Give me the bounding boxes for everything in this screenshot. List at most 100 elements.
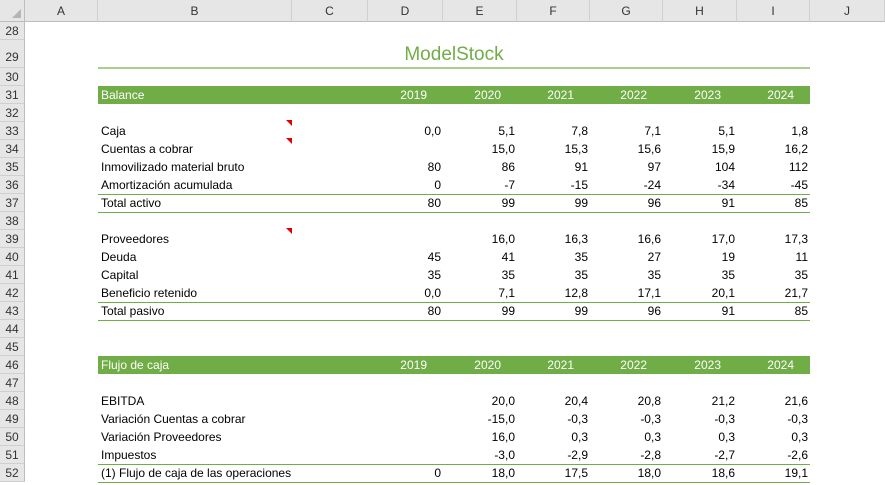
column-header-C[interactable]: C xyxy=(292,0,368,22)
value-cell[interactable]: 99 xyxy=(501,196,515,210)
row-header-40[interactable]: 40 xyxy=(0,248,25,266)
row-label[interactable]: Deuda xyxy=(101,250,137,264)
value-cell[interactable]: 15,9 xyxy=(711,142,735,156)
row-label[interactable]: (1) Flujo de caja de las operaciones xyxy=(101,466,292,480)
value-cell[interactable]: 7,8 xyxy=(571,124,588,138)
value-cell[interactable]: 99 xyxy=(574,196,588,210)
value-cell[interactable]: 96 xyxy=(647,196,661,210)
row-label[interactable]: Beneficio retenido xyxy=(101,286,198,300)
row-header-49[interactable]: 49 xyxy=(0,410,25,428)
row-header-44[interactable]: 44 xyxy=(0,320,25,338)
value-cell[interactable]: 5,1 xyxy=(498,124,515,138)
row-label[interactable]: Variación Cuentas a cobrar xyxy=(101,412,246,426)
value-cell[interactable]: 16,6 xyxy=(637,232,661,246)
row-header-30[interactable]: 30 xyxy=(0,68,25,86)
value-cell[interactable]: 5,1 xyxy=(718,124,735,138)
value-cell[interactable]: 91 xyxy=(574,160,588,174)
row-header-39[interactable]: 39 xyxy=(0,230,25,248)
value-cell[interactable]: 12,8 xyxy=(564,286,588,300)
value-cell[interactable]: -2,6 xyxy=(787,448,808,462)
row-header-28[interactable]: 28 xyxy=(0,22,25,40)
value-cell[interactable]: 17,0 xyxy=(711,232,735,246)
column-header-E[interactable]: E xyxy=(443,0,517,22)
comment-indicator-icon[interactable] xyxy=(286,228,292,234)
row-header-41[interactable]: 41 xyxy=(0,266,25,284)
row-header-34[interactable]: 34 xyxy=(0,140,25,158)
value-cell[interactable]: -0,3 xyxy=(714,412,735,426)
value-cell[interactable]: -15,0 xyxy=(487,412,515,426)
value-cell[interactable]: 97 xyxy=(647,160,661,174)
row-label[interactable]: Cuentas a cobrar xyxy=(101,142,194,156)
value-cell[interactable]: 15,3 xyxy=(564,142,588,156)
value-cell[interactable]: -2,7 xyxy=(714,448,735,462)
row-header-50[interactable]: 50 xyxy=(0,428,25,446)
value-cell[interactable]: 1,8 xyxy=(791,124,808,138)
row-label[interactable]: Amortización acumulada xyxy=(101,178,233,192)
row-header-33[interactable]: 33 xyxy=(0,122,25,140)
value-cell[interactable]: 0,0 xyxy=(424,286,441,300)
value-cell[interactable]: 35 xyxy=(721,268,735,282)
value-cell[interactable]: 35 xyxy=(574,250,588,264)
value-cell[interactable]: 18,0 xyxy=(491,466,515,480)
value-cell[interactable]: 80 xyxy=(427,196,441,210)
value-cell[interactable]: 0,3 xyxy=(718,430,735,444)
value-cell[interactable]: 19 xyxy=(721,250,735,264)
value-cell[interactable]: 11 xyxy=(795,250,808,264)
row-header-45[interactable]: 45 xyxy=(0,338,25,356)
value-cell[interactable]: 35 xyxy=(794,268,808,282)
row-label[interactable]: Capital xyxy=(101,268,139,282)
value-cell[interactable]: 21,2 xyxy=(711,394,735,408)
value-cell[interactable]: 17,5 xyxy=(564,466,588,480)
value-cell[interactable] xyxy=(368,140,443,158)
value-cell[interactable]: 16,2 xyxy=(784,142,808,156)
row-header-29[interactable]: 29 xyxy=(0,40,25,68)
comment-indicator-icon[interactable] xyxy=(286,120,292,126)
value-cell[interactable]: 80 xyxy=(427,160,441,174)
value-cell[interactable] xyxy=(368,230,443,248)
value-cell[interactable]: -7 xyxy=(504,178,515,192)
row-header-37[interactable]: 37 xyxy=(0,194,25,212)
value-cell[interactable]: 19,1 xyxy=(784,466,808,480)
row-header-46[interactable]: 46 xyxy=(0,356,25,374)
column-header-B[interactable]: B xyxy=(98,0,292,22)
column-header-D[interactable]: D xyxy=(368,0,443,22)
column-header-G[interactable]: G xyxy=(590,0,663,22)
row-header-47[interactable]: 47 xyxy=(0,374,25,392)
value-cell[interactable]: 20,4 xyxy=(564,394,588,408)
value-cell[interactable]: -0,3 xyxy=(640,412,661,426)
value-cell[interactable]: 0,3 xyxy=(644,430,661,444)
row-header-31[interactable]: 31 xyxy=(0,86,25,104)
value-cell[interactable]: -0,3 xyxy=(567,412,588,426)
value-cell[interactable]: 20,1 xyxy=(711,286,735,300)
value-cell[interactable]: -0,3 xyxy=(787,412,808,426)
value-cell[interactable]: 0,3 xyxy=(571,430,588,444)
value-cell[interactable]: -45 xyxy=(790,178,808,192)
value-cell[interactable] xyxy=(368,446,443,464)
column-header-F[interactable]: F xyxy=(517,0,590,22)
value-cell[interactable]: -3,0 xyxy=(494,448,515,462)
row-label[interactable]: Total activo xyxy=(101,196,162,210)
value-cell[interactable] xyxy=(368,392,443,410)
value-cell[interactable]: 7,1 xyxy=(498,286,515,300)
row-header-52[interactable]: 52 xyxy=(0,464,25,482)
value-cell[interactable]: 0 xyxy=(434,466,441,480)
value-cell[interactable]: 15,6 xyxy=(637,142,661,156)
value-cell[interactable]: 35 xyxy=(574,268,588,282)
row-header-32[interactable]: 32 xyxy=(0,104,25,122)
value-cell[interactable]: 35 xyxy=(501,268,515,282)
select-all-corner[interactable] xyxy=(0,0,25,22)
value-cell[interactable]: 45 xyxy=(427,250,441,264)
value-cell[interactable]: 15,0 xyxy=(491,142,515,156)
row-label[interactable]: Impuestos xyxy=(101,448,157,462)
value-cell[interactable]: 16,0 xyxy=(491,430,515,444)
row-header-36[interactable]: 36 xyxy=(0,176,25,194)
row-header-42[interactable]: 42 xyxy=(0,284,25,302)
value-cell[interactable]: 18,0 xyxy=(637,466,661,480)
value-cell[interactable] xyxy=(368,410,443,428)
value-cell[interactable]: -15 xyxy=(570,178,588,192)
value-cell[interactable]: 96 xyxy=(647,304,661,318)
comment-indicator-icon[interactable] xyxy=(286,138,292,144)
value-cell[interactable] xyxy=(368,428,443,446)
column-header-J[interactable]: J xyxy=(810,0,885,22)
value-cell[interactable]: -34 xyxy=(717,178,735,192)
